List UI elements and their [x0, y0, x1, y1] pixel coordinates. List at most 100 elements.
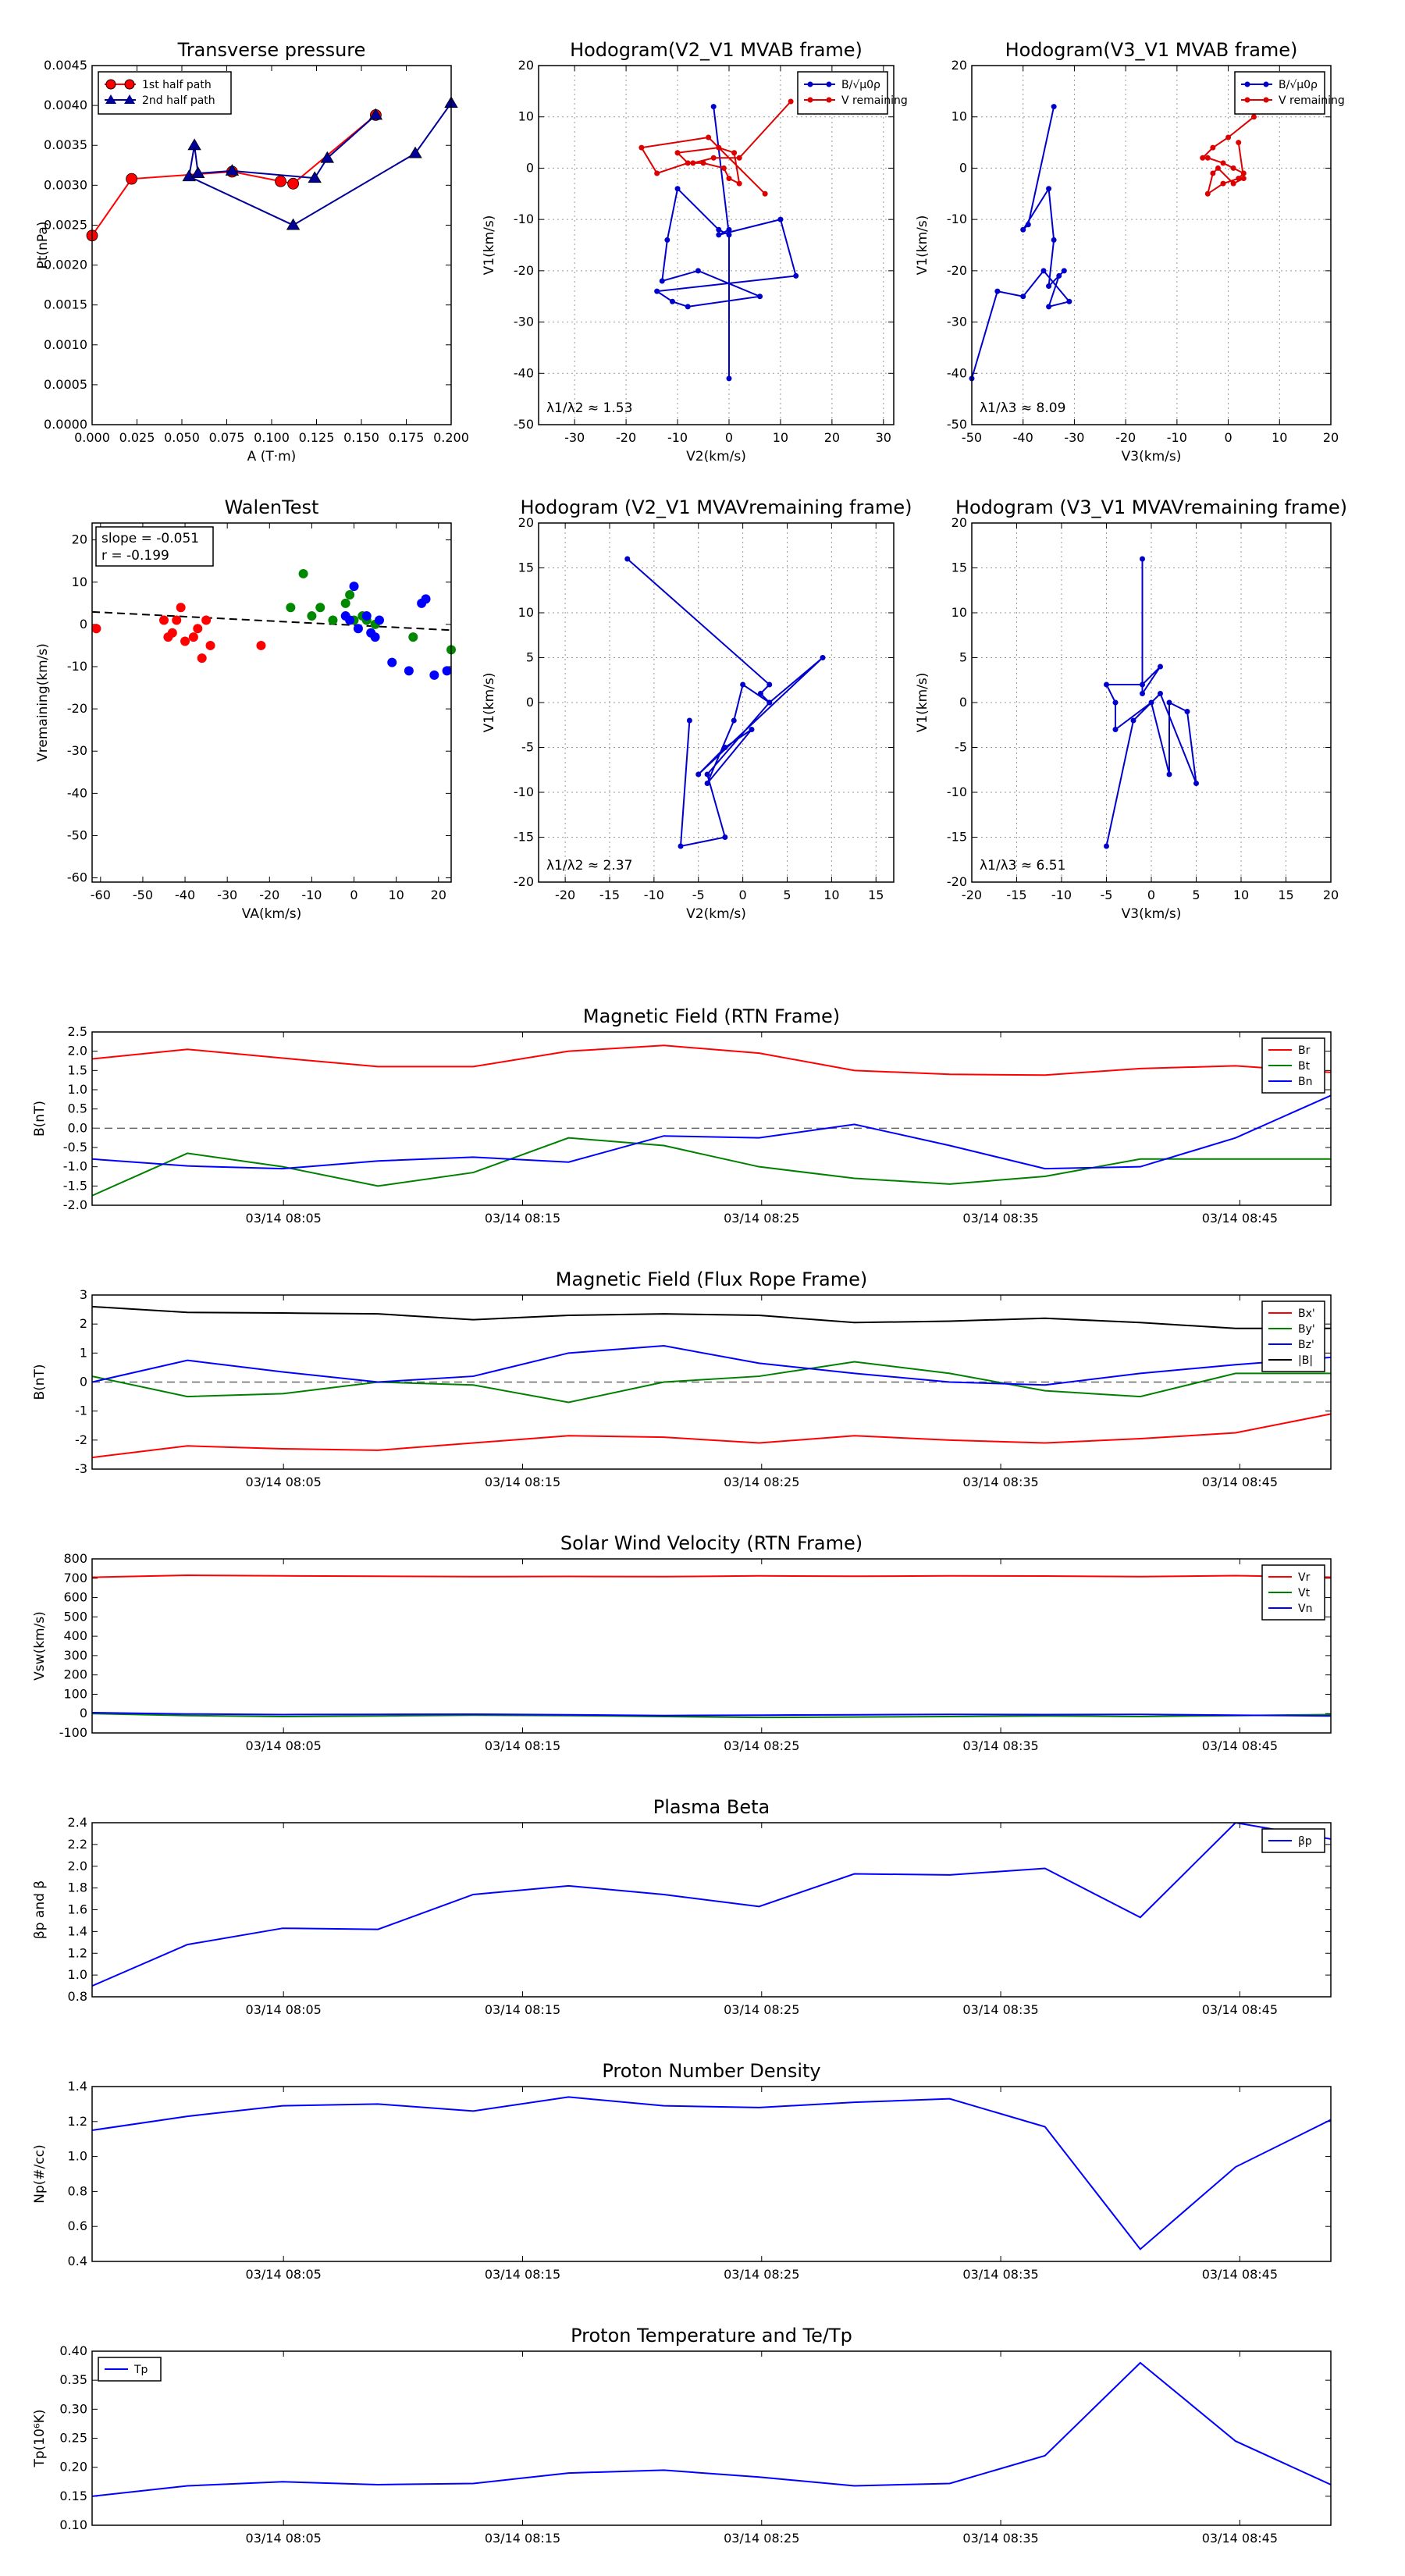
x-tick-label: 0.050 — [164, 430, 200, 445]
data-point — [1250, 114, 1257, 120]
chart-hodo4: -20 -15 -10 -5 0 5 10 15 20 -20 -15 -10 -5 0 5 10 15 20 V3… — [915, 496, 1347, 922]
stats-line: r = -0.199 — [101, 548, 169, 564]
y-axis-label: Tp(10⁶K) — [32, 2409, 48, 2467]
data-point — [726, 375, 732, 382]
data-point — [315, 603, 325, 613]
x-tick-label: 03/14 08:25 — [724, 1211, 799, 1226]
legend-label: Bn — [1298, 1076, 1312, 1088]
chart-title: Proton Temperature and Te/Tp — [571, 2325, 852, 2347]
chart-title: Solar Wind Velocity (RTN Frame) — [560, 1532, 863, 1554]
data-point — [757, 691, 763, 696]
data-point — [690, 160, 696, 166]
data-point — [201, 615, 212, 625]
series-line-np — [92, 2096, 1331, 2250]
data-point — [1046, 186, 1052, 192]
series-2ndhalfpath — [182, 96, 458, 230]
chart-np: 03/14 08:05 03/14 08:15 03/14 08:25 03/14 0… — [32, 2060, 1332, 2282]
x-axis-label: V3(km/s) — [1122, 906, 1182, 922]
y-tick-label: 0.0045 — [44, 58, 87, 73]
data-point — [788, 98, 794, 105]
y-tick-label: 10 — [951, 605, 967, 620]
y-axis-label: B(nT) — [32, 1364, 48, 1400]
x-axis-label: V2(km/s) — [686, 449, 746, 464]
y-tick-label: 0 — [80, 617, 87, 632]
y-tick-label: 0.10 — [59, 2517, 87, 2532]
data-point — [736, 155, 742, 161]
y-tick-label: -40 — [67, 785, 87, 800]
legend-label: Vn — [1298, 1603, 1312, 1615]
x-tick-label: -60 — [91, 888, 111, 902]
y-tick-label: -30 — [947, 315, 967, 329]
chart-tp_temp: 03/14 08:05 03/14 08:15 03/14 08:25 03/14 0… — [32, 2325, 1332, 2546]
data-point — [1220, 160, 1226, 166]
y-axis-label: V1(km/s) — [482, 215, 497, 276]
y-axis-label: V1(km/s) — [915, 673, 930, 733]
y-tick-label: 800 — [63, 1551, 87, 1566]
data-point — [225, 164, 240, 176]
x-tick-label: 03/14 08:05 — [246, 1211, 322, 1226]
y-tick-label: -5 — [955, 740, 967, 755]
chart-title: Transverse pressure — [177, 39, 366, 61]
plot-frame — [91, 2086, 1332, 2262]
y-tick-label: 0.40 — [59, 2343, 87, 2358]
chart-mag_rtn: 03/14 08:05 03/14 08:15 03/14 08:25 03/14 0… — [32, 1005, 1332, 1226]
x-tick-label: 10 — [1233, 888, 1249, 902]
x-tick-label: 10 — [1272, 430, 1287, 445]
legend-label: Bz' — [1298, 1339, 1314, 1351]
series-line-br — [92, 1044, 1331, 1076]
y-tick-label: 400 — [63, 1628, 87, 1643]
legend-label: Br — [1298, 1044, 1311, 1057]
y-tick-label: 0.0005 — [44, 377, 87, 392]
data-point — [1166, 771, 1172, 777]
legend-marker — [124, 79, 135, 90]
y-tick-label: -20 — [947, 874, 967, 889]
data-point — [1240, 176, 1247, 182]
data-point — [1104, 843, 1109, 849]
series-line — [188, 102, 452, 226]
data-point — [1020, 226, 1026, 233]
data-point — [205, 640, 215, 650]
y-tick-label: 0.35 — [59, 2372, 87, 2387]
legend-label: Tp — [133, 2364, 148, 2376]
x-tick-label: -40 — [175, 888, 195, 902]
data-point — [187, 138, 201, 151]
legend: Bx' By' Bz' |B| — [1261, 1300, 1325, 1372]
data-point — [1112, 727, 1119, 732]
y-axis-label: Vremaining(km/s) — [35, 643, 51, 762]
data-point — [720, 165, 727, 171]
y-tick-label: 10 — [951, 109, 967, 124]
x-tick-label: 03/14 08:45 — [1202, 1738, 1278, 1753]
y-tick-label: -2.0 — [63, 1197, 87, 1212]
x-tick-label: 03/14 08:25 — [724, 1738, 799, 1753]
data-point — [1140, 691, 1145, 696]
x-tick-label: 03/14 08:35 — [962, 1738, 1038, 1753]
x-tick-label: 20 — [1323, 888, 1339, 902]
data-point — [1061, 268, 1067, 274]
data-point — [674, 186, 681, 192]
y-axis-label: V1(km/s) — [915, 215, 930, 276]
y-tick-label: 2.0 — [68, 1859, 87, 1873]
data-point — [375, 615, 384, 625]
legend-marker — [807, 97, 813, 103]
y-tick-label: -2 — [75, 1432, 87, 1447]
chart-walen: -60 -50 -40 -30 -20 -10 0 10 20 -60 -50 -40 -30 -20 -1… — [35, 496, 456, 922]
legend: Vr Vt Vn — [1261, 1564, 1325, 1621]
y-tick-label: 2 — [80, 1316, 87, 1331]
y-tick-label: 20 — [951, 515, 967, 530]
chart-mag_fr: 03/14 08:05 03/14 08:15 03/14 08:25 03/14 0… — [32, 1268, 1332, 1489]
data-point — [1220, 180, 1226, 187]
x-axis-label: V3(km/s) — [1122, 449, 1182, 464]
data-point — [716, 226, 722, 233]
data-point — [638, 144, 645, 151]
data-point — [664, 237, 670, 243]
x-tick-label: -5 — [692, 888, 705, 902]
y-tick-label: 1.0 — [68, 1082, 87, 1097]
series-blue — [340, 582, 452, 680]
data-point — [421, 594, 431, 604]
legend-box — [1234, 71, 1325, 115]
legend-label: B/√μ0ρ — [841, 79, 880, 91]
y-tick-label: 2.0 — [68, 1044, 87, 1059]
y-tick-label: 0.0010 — [44, 337, 87, 352]
stats-line: slope = -0.051 — [101, 531, 199, 546]
chart-title: Hodogram (V2_V1 MVAVremaining frame) — [520, 496, 912, 518]
